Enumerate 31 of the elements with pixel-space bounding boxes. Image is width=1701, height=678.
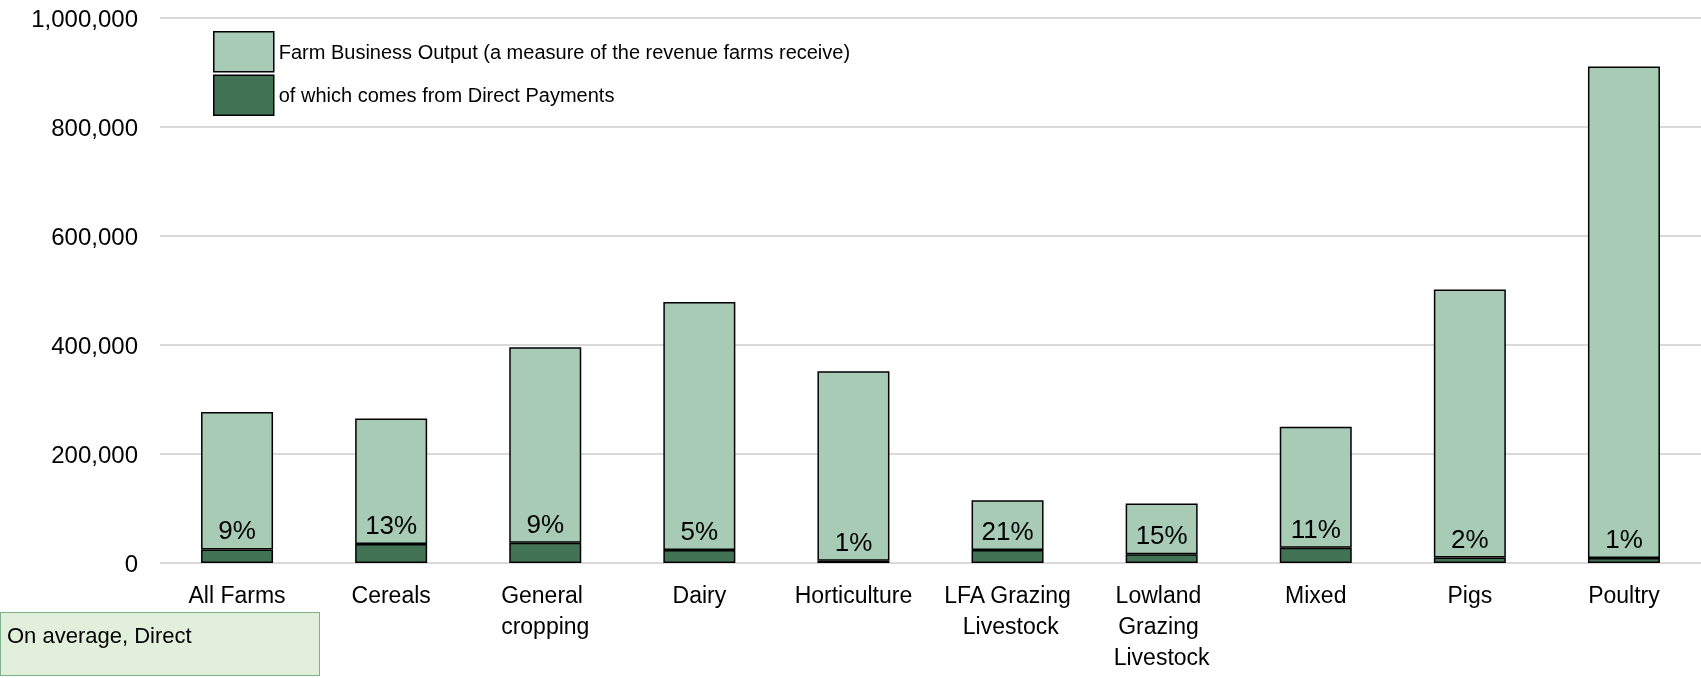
bar [817,371,890,561]
x-tick-label: Mixed [1285,581,1347,608]
annotation: 1% [834,526,873,557]
annotation: 11% [1290,513,1341,544]
annotation: 13% [365,509,418,540]
annotation: 1% [1605,524,1643,555]
x-tick-label: Horticulture [794,581,913,608]
text: On average, Direct [0,612,320,676]
y-tick-label: 1,000,000 [31,4,138,32]
x-tick-label: Pigs [1447,581,1493,608]
x-tick-label: All Farms [188,581,286,608]
x-tick-label: Dairy [672,581,727,608]
y-tick-label: 200,000 [51,440,138,468]
legend-label: Farm Business Output (a measure of the revenue farms receive) [278,40,851,63]
annotation: 9% [218,515,256,546]
annotation: 15% [1135,520,1188,551]
x-tick-label: Lowland Grazing Livestock [1113,581,1211,670]
annotation: 2% [1451,523,1489,554]
y-tick-label: 600,000 [51,222,138,250]
annotation: 21% [981,515,1034,546]
annotation: 5% [680,515,719,546]
y-tick-label: 400,000 [51,331,138,359]
y-tick-label: 0 [124,549,138,577]
y-tick-label: 800,000 [51,113,138,141]
x-tick-label: Cereals [351,581,431,608]
x-tick-label: Poultry [1588,581,1661,608]
x-tick-label: LFA Grazing Livestock [944,581,1071,639]
annotation: 9% [526,508,565,539]
bar [1587,66,1660,559]
x-tick-label: General cropping [501,581,590,639]
legend-label: of which comes from Direct Payments [278,84,615,107]
